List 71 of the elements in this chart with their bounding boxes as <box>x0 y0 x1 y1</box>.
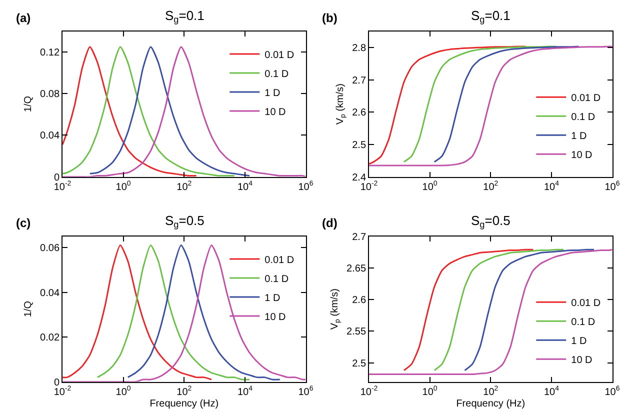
y-tick-label: 0 <box>54 377 60 388</box>
y-tick-label: 2.55 <box>346 326 366 338</box>
text: (b) <box>322 11 338 25</box>
line-series <box>89 46 250 176</box>
legend-label: 1 D <box>264 292 280 304</box>
x-tick-label: 10$^{2}$ <box>483 180 498 193</box>
line-series <box>96 244 250 380</box>
x-tick-label: 10$^{4}$ <box>237 386 253 398</box>
y-tick-label: 0.08 <box>40 89 60 100</box>
y-axis-title: 1/Q <box>23 96 34 112</box>
x-tick-label: 10$^{4}$ <box>544 386 560 398</box>
chart-title: S$_{g}$=0.5 <box>471 213 510 230</box>
legend-label: 10 D <box>571 354 592 366</box>
x-tick-label: 10$^{2}$ <box>176 386 192 398</box>
y-tick-label: 0.06 <box>40 243 60 254</box>
y-tick-label: 2.7 <box>352 232 366 243</box>
y-tick-label: 2.6 <box>352 108 366 119</box>
legend-label: 0.01 D <box>571 298 601 309</box>
y-axis-title: 1/Q <box>23 300 34 318</box>
chart-title: S$_{g}$=0.1 <box>471 8 510 25</box>
line-series <box>434 248 564 372</box>
legend-label: 10 D <box>264 312 286 323</box>
y-tick-label: 0.02 <box>40 332 60 344</box>
y-tick-label: 0.04 <box>40 130 60 142</box>
text: (d) <box>322 216 338 230</box>
x-tick-label: 10$^{-2}$ <box>54 386 72 398</box>
chart-title: S$_{g}$=0.1 <box>165 8 204 25</box>
y-tick-label: 2.5 <box>352 140 366 151</box>
x-tick-label: 10$^{4}$ <box>237 180 253 193</box>
legend-label: 1 D <box>571 130 587 142</box>
x-tick-label: 10$^{-2}$ <box>360 180 378 193</box>
y-tick-label: 2.65 <box>346 263 366 274</box>
x-tick-label: 10$^{-2}$ <box>54 180 72 193</box>
legend-label: 10 D <box>264 106 286 118</box>
legend-label: 0.01 D <box>264 50 294 61</box>
x-tick-label: 10$^{4}$ <box>544 180 560 193</box>
legend-label: 0.01 D <box>571 92 601 104</box>
line-series <box>403 248 534 372</box>
legend-label: 1 D <box>264 88 280 99</box>
y-tick-label: 0 <box>54 172 60 184</box>
y-tick-label: 0.04 <box>40 288 60 299</box>
x-tick-label: 10$^{6}$ <box>604 180 620 193</box>
text: (a) <box>16 11 31 25</box>
x-tick-label: 10$^{0}$ <box>422 386 438 398</box>
y-tick-label: 2.8 <box>352 42 366 54</box>
y-tick-label: 2.6 <box>352 295 366 306</box>
x-tick-label: 10$^{6}$ <box>298 386 314 398</box>
x-axis-title: Frequency (Hz) <box>150 398 219 410</box>
chart-title: S$_{g}$=0.5 <box>165 213 204 230</box>
legend-label: 0.1 D <box>571 112 596 123</box>
x-axis-title: Frequency (Hz) <box>456 398 526 410</box>
x-tick-label: 10$^{-2}$ <box>360 386 378 398</box>
y-tick-label: 2.7 <box>352 75 366 86</box>
x-tick-label: 10$^{2}$ <box>176 180 192 193</box>
x-tick-label: 10$^{6}$ <box>604 386 620 398</box>
legend-label: 1 D <box>571 336 587 347</box>
text: (c) <box>16 216 31 230</box>
legend-label: 0.1 D <box>571 316 596 328</box>
y-tick-label: 2.4 <box>352 172 366 184</box>
line-series <box>464 248 595 372</box>
x-tick-label: 10$^{6}$ <box>298 180 314 193</box>
x-tick-label: 10$^{0}$ <box>116 386 131 398</box>
legend-label: 0.01 D <box>264 254 294 266</box>
legend-label: 10 D <box>571 150 592 161</box>
legend-label: 0.1 D <box>264 274 289 285</box>
y-tick-label: 0.12 <box>40 48 60 59</box>
legend-label: 0.1 D <box>264 68 289 80</box>
y-tick-label: 2.5 <box>352 358 366 370</box>
x-tick-label: 10$^{0}$ <box>422 180 438 193</box>
x-tick-label: 10$^{0}$ <box>116 180 131 193</box>
x-tick-label: 10$^{2}$ <box>483 386 498 398</box>
